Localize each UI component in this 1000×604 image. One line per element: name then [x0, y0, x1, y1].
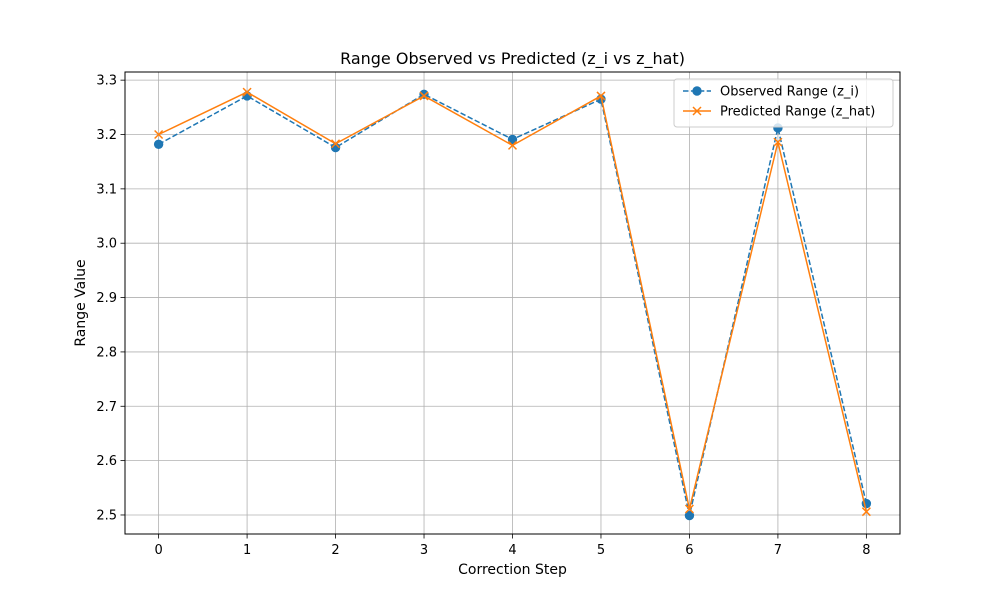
legend-label-0: Observed Range (z_i) — [720, 85, 859, 100]
gridlines — [125, 72, 900, 534]
legend: Observed Range (z_i) Predicted Range (z_h… — [673, 78, 894, 128]
x-tick-label: 0 — [154, 543, 162, 558]
x-tick-label: 5 — [597, 543, 605, 558]
y-tick-label: 3.1 — [96, 182, 117, 197]
chart-title: Range Observed vs Predicted (z_i vs z_ha… — [340, 49, 685, 69]
y-tick-label: 2.5 — [96, 508, 117, 523]
legend-marker-0 — [692, 86, 702, 96]
x-tick-label: 7 — [774, 543, 782, 558]
y-tick-label: 3.0 — [96, 237, 117, 252]
x-tick-label: 6 — [685, 543, 693, 558]
predicted-point — [596, 91, 606, 101]
x-tick-label: 4 — [508, 543, 516, 558]
y-tick-label: 3.2 — [96, 128, 117, 143]
axis-ticks: 0 1 2 3 4 5 6 7 8 2.5 2.6 2.7 2.8 2.9 3.0 3.1 3.2 3.3 — [96, 74, 870, 558]
x-tick-label: 8 — [862, 543, 870, 558]
predicted-point — [861, 507, 871, 517]
predicted-point — [419, 91, 429, 101]
y-tick-label: 2.9 — [96, 291, 117, 306]
legend-box — [673, 78, 894, 128]
x-tick-label: 1 — [243, 543, 251, 558]
predicted-point — [154, 129, 164, 140]
x-tick-label: 3 — [420, 543, 428, 558]
predicted-point — [773, 137, 783, 147]
x-tick-label: 2 — [331, 543, 339, 558]
observed-point — [507, 134, 518, 145]
y-tick-label: 3.3 — [96, 74, 117, 89]
legend-label-1: Predicted Range (z_hat) — [720, 105, 875, 120]
y-axis-label: Range Value — [73, 259, 89, 346]
predicted-point — [242, 87, 252, 97]
observed-point — [153, 139, 164, 149]
predicted-point — [331, 139, 341, 149]
predicted-point — [507, 140, 518, 150]
predicted-point — [684, 504, 694, 514]
x-axis-label: Correction Step — [458, 562, 567, 578]
legend-entries: Observed Range (z_i) Predicted Range (z_h… — [683, 85, 875, 120]
y-tick-label: 2.7 — [96, 400, 117, 415]
observed-point — [684, 510, 695, 521]
legend-marker-1 — [692, 106, 702, 116]
y-tick-label: 2.8 — [96, 345, 117, 360]
y-tick-label: 2.6 — [96, 454, 117, 469]
series-1 — [154, 87, 871, 517]
